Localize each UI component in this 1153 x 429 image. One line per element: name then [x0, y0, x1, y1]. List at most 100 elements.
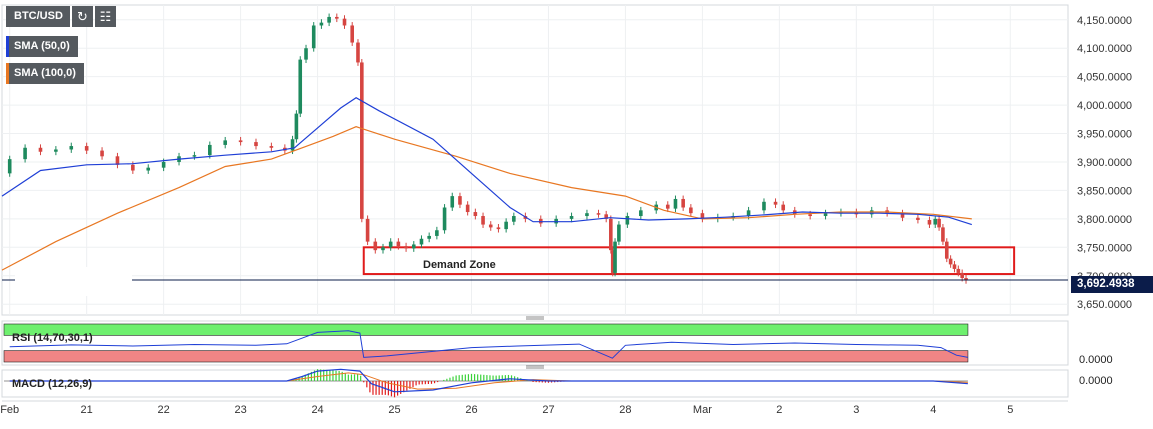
- candle-body-48: [488, 224, 493, 228]
- candle-body-17: [254, 142, 258, 147]
- candle-body-33: [373, 241, 378, 251]
- rsi-axis-value: 0.0000: [1079, 354, 1113, 366]
- time-tick-10: 2: [776, 404, 782, 416]
- candle-body-42: [442, 207, 447, 231]
- candle-body-56: [585, 213, 589, 217]
- demand-zone-box: [362, 246, 1016, 276]
- candle-body-23: [304, 48, 308, 60]
- main-pane: [1, 4, 1069, 316]
- candle-body-79: [823, 213, 828, 217]
- candle-body-51: [512, 216, 516, 222]
- candle-body-41: [435, 230, 439, 236]
- candle-body-21: [294, 113, 299, 140]
- price-tick-4: 3,950.0000: [1077, 129, 1132, 141]
- price-tick-10: 3,650.0000: [1077, 299, 1132, 311]
- candle-body-69: [689, 207, 693, 214]
- candle-body-95: [964, 278, 968, 281]
- candle-body-68: [681, 198, 685, 208]
- candle-body-32: [365, 218, 370, 242]
- candle-body-27: [335, 16, 339, 19]
- candle-body-66: [665, 204, 670, 209]
- candle-body-59: [609, 218, 613, 251]
- candle-body-11: [161, 161, 166, 168]
- candle-body-9: [131, 164, 135, 171]
- candle-body-87: [933, 218, 938, 225]
- candle-body-8: [115, 156, 120, 165]
- candle-body-45: [465, 204, 470, 213]
- indicators-icon[interactable]: ☷: [95, 6, 116, 27]
- sma100-legend[interactable]: SMA (100,0): [6, 63, 84, 84]
- candle-body-85: [916, 217, 920, 221]
- candle-body-90: [944, 241, 949, 259]
- price-tick-1: 4,100.0000: [1077, 43, 1132, 55]
- time-tick-11: 3: [853, 404, 859, 416]
- candle-body-89: [941, 227, 945, 242]
- sma100-swatch: [6, 63, 9, 84]
- rsi-label: RSI (14,70,30,1): [12, 332, 93, 344]
- candle-body-31: [360, 62, 364, 219]
- candle-body-88: [937, 218, 941, 228]
- candle-body-92: [952, 264, 957, 269]
- candle-body-22: [298, 59, 303, 114]
- time-tick-1: 21: [81, 404, 93, 416]
- sma50-legend[interactable]: SMA (50,0): [6, 36, 78, 57]
- candle-body-4: [54, 149, 58, 152]
- refresh-icon[interactable]: ↻: [72, 6, 93, 27]
- time-tick-9: Mar: [693, 404, 712, 416]
- candle-body-76: [781, 204, 786, 211]
- candle-body-94: [960, 272, 964, 279]
- candle-body-29: [350, 25, 355, 43]
- candle-body-2: [23, 147, 27, 160]
- candle-body-18: [269, 146, 274, 148]
- time-tick-7: 27: [542, 404, 554, 416]
- candle-body-36: [396, 241, 401, 247]
- candle-body-60: [610, 250, 615, 273]
- candle-body-62: [617, 224, 621, 242]
- candle-body-10: [146, 167, 151, 171]
- candle-body-43: [450, 196, 455, 208]
- macd-label: MACD (12,26,9): [12, 378, 93, 390]
- candle-body-50: [504, 221, 508, 230]
- candle-body-25: [319, 22, 324, 26]
- rsi-overbought-band: [3, 323, 969, 336]
- candle-body-84: [900, 213, 905, 218]
- candle-body-46: [473, 212, 478, 217]
- candle-body-75: [773, 201, 778, 205]
- candle-body-7: [100, 150, 104, 157]
- demand-zone-label: Demand Zone: [423, 259, 496, 271]
- sma100-label: SMA (100,0): [14, 67, 76, 79]
- price-tick-2: 4,050.0000: [1077, 72, 1132, 84]
- macd-pane: [1, 369, 1069, 398]
- candle-body-1: [7, 159, 12, 174]
- candle-body-70: [700, 213, 705, 219]
- candle-body-13: [192, 155, 197, 157]
- price-tick-7: 3,800.0000: [1077, 214, 1132, 226]
- time-tick-0: Feb: [0, 404, 19, 416]
- candle-body-30: [356, 42, 360, 63]
- price-tick-0: 4,150.0000: [1077, 15, 1132, 27]
- candle-body-37: [404, 246, 408, 249]
- macd-axis-value: 0.0000: [1079, 375, 1113, 387]
- candle-body-26: [327, 16, 331, 23]
- candle-body-28: [342, 18, 347, 26]
- time-tick-2: 22: [158, 404, 170, 416]
- rsi-line: [9, 330, 968, 359]
- time-tick-5: 25: [388, 404, 400, 416]
- candle-body-86: [927, 220, 932, 225]
- candle-body-15: [223, 140, 228, 145]
- time-tick-6: 26: [465, 404, 477, 416]
- price-tick-3: 4,000.0000: [1077, 100, 1132, 112]
- candle-body-35: [388, 241, 393, 248]
- candle-body-34: [381, 247, 385, 251]
- candle-body-61: [613, 241, 617, 273]
- sma100-line: [1, 126, 972, 271]
- candle-body-64: [639, 210, 643, 217]
- macd-line: [9, 368, 968, 393]
- candle-body-91: [948, 258, 953, 265]
- watermark-box: [15, 267, 132, 296]
- symbol-label[interactable]: BTC/USD: [6, 6, 70, 27]
- candle-body-5: [69, 146, 74, 150]
- candle-body-39: [419, 238, 424, 245]
- candle-body-78: [808, 214, 812, 217]
